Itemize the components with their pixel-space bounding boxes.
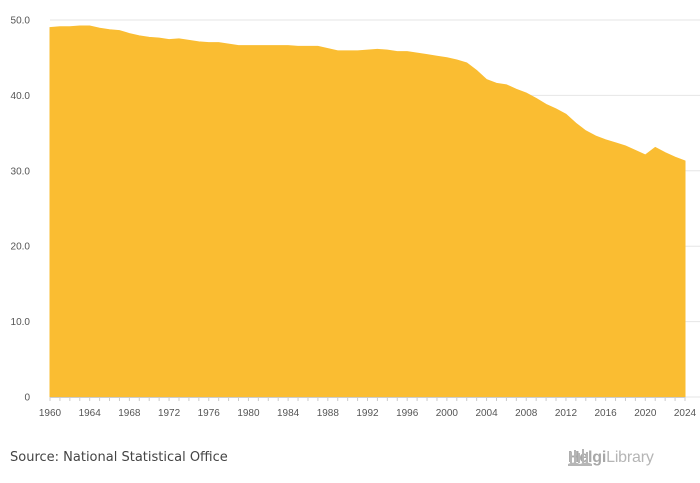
x-tick-label: 2020 <box>634 408 657 419</box>
x-tick-label: 1972 <box>158 408 181 419</box>
y-tick-label: 20.0 <box>11 242 31 253</box>
area-chart: 010.020.030.040.050.0 1960 1964 1968 1972 19… <box>11 16 700 419</box>
x-axis-ticks: 1960 1964 1968 1972 1976 1980 1984 1988 1992 1996… <box>39 397 697 419</box>
x-tick-label: 1984 <box>277 408 300 419</box>
y-axis-ticks: 0 10.0 20.0 30.0 40.0 50.0 <box>11 16 31 404</box>
y-tick-label: 40.0 <box>11 91 31 102</box>
y-tick-label: 10.0 <box>11 317 31 328</box>
x-tick-label: 1980 <box>237 408 260 419</box>
y-tick-label: 30.0 <box>11 166 31 177</box>
x-tick-label: 1992 <box>356 408 379 419</box>
y-tick-label: 0 <box>24 393 30 404</box>
helgi-library-logo-icon <box>568 449 592 466</box>
x-tick-label: 2012 <box>555 408 578 419</box>
x-tick-label: 2008 <box>515 408 538 419</box>
helgi-library-logo[interactable]: HelgiLibrary <box>568 446 654 470</box>
y-tick-label: 50.0 <box>11 16 31 27</box>
source-note: Source: National Statistical Office <box>10 450 228 465</box>
x-tick-label: 2000 <box>436 408 459 419</box>
x-tick-label: 1996 <box>396 408 419 419</box>
x-tick-label: 1988 <box>317 408 340 419</box>
x-tick-label: 1976 <box>198 408 221 419</box>
x-tick-label: 1964 <box>79 408 102 419</box>
x-tick-label: 1968 <box>118 408 141 419</box>
x-tick-label: 2016 <box>595 408 618 419</box>
brand-name-light: Library <box>606 449 654 466</box>
area-series-fill <box>49 25 686 398</box>
x-tick-label: 1960 <box>39 408 62 419</box>
area-series <box>49 25 686 398</box>
x-tick-label: 2024 <box>674 408 697 419</box>
x-tick-label: 2004 <box>475 408 498 419</box>
